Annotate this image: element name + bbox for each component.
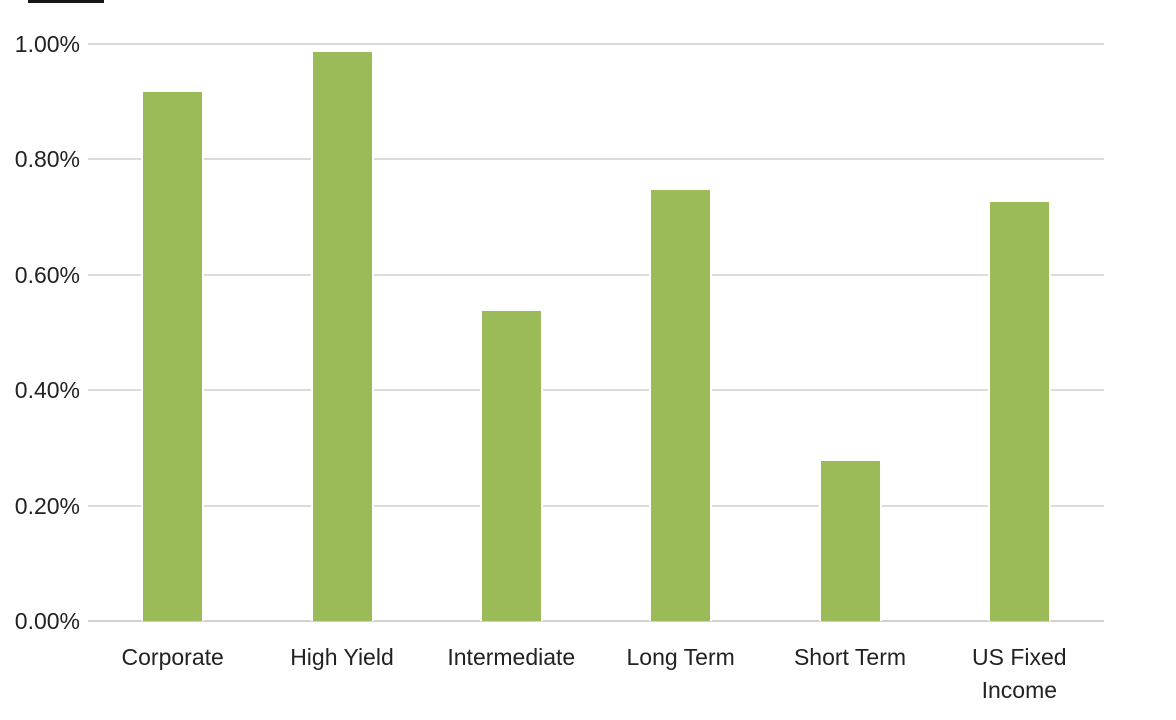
x-category-label: High Yield: [290, 644, 394, 670]
y-tick-label: 0.20%: [14, 492, 80, 519]
x-category-label: Long Term: [626, 644, 735, 670]
x-category-label-cell: Corporate: [88, 641, 257, 674]
bar-us-fixed-income: [987, 200, 1051, 621]
bar-long-term: [649, 188, 713, 621]
bar-short-term: [818, 459, 882, 621]
x-category-label-cell: High Yield: [257, 641, 426, 674]
x-category-label: Short Term: [793, 644, 907, 670]
gridline-0.00%: [88, 620, 1104, 622]
top-left-artifact-line: [28, 0, 104, 3]
x-category-label: Corporate: [121, 644, 224, 670]
gridline-0.80%: [88, 158, 1104, 161]
y-tick-label: 0.00%: [14, 608, 80, 634]
gridline-0.60%: [88, 273, 1104, 276]
y-tick-label: 0.80%: [14, 146, 80, 173]
plot-area: [88, 43, 1104, 622]
y-tick-label: 0.60%: [14, 261, 80, 288]
bar-high-yield: [310, 50, 374, 621]
bar-intermediate: [479, 309, 543, 621]
y-tick-label: 1.00%: [14, 31, 80, 57]
gridline-0.40%: [88, 389, 1104, 392]
gridline-1.00%: [88, 43, 1104, 45]
x-category-label-cell: Long Term: [596, 641, 765, 674]
x-category-label: Intermediate: [447, 644, 576, 670]
y-tick-label: 0.40%: [14, 377, 80, 404]
gridline-0.20%: [88, 504, 1104, 507]
x-category-label: US Fixed Income: [972, 644, 1067, 703]
bar-corporate: [141, 90, 205, 621]
x-category-label-cell: Intermediate: [427, 641, 596, 674]
x-category-label-cell: Short Term: [765, 641, 934, 674]
x-category-label-cell: US Fixed Income: [935, 641, 1104, 707]
